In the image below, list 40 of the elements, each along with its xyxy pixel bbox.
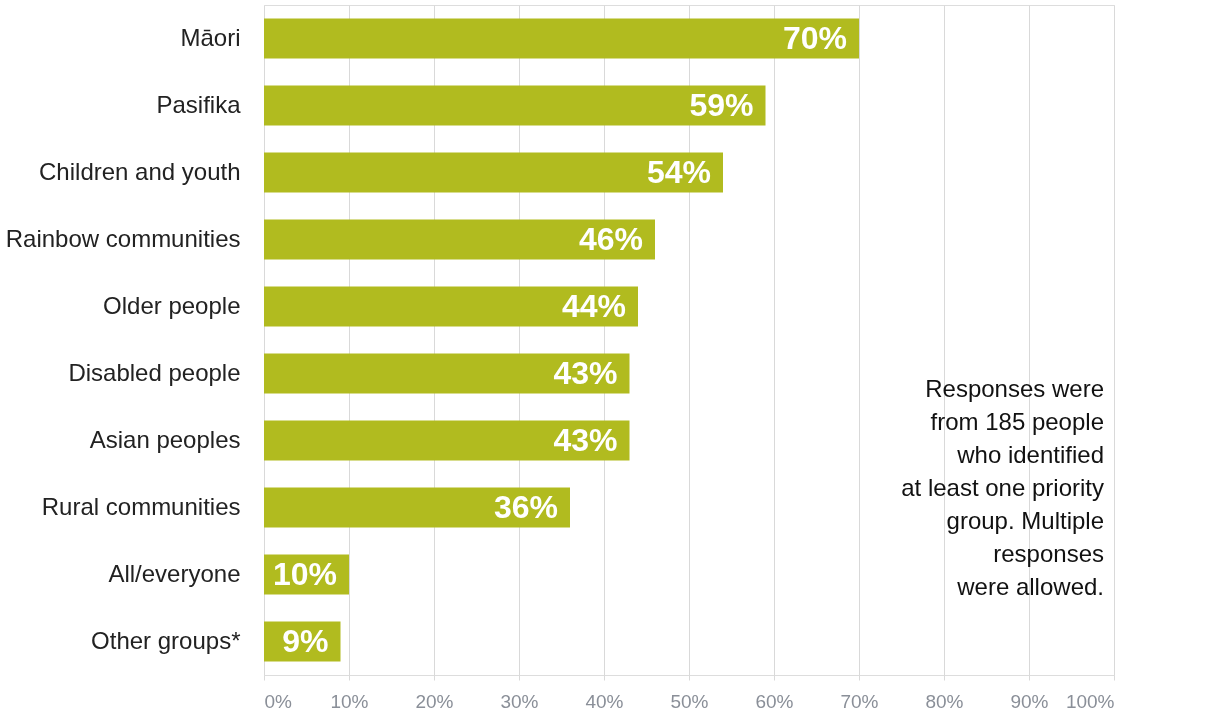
x-tick-label: 40% [585,690,624,712]
x-tick-label: 0% [264,690,293,712]
data-label: 10% [272,555,337,592]
data-label: 46% [578,220,643,257]
y-tick-label: Children and youth [39,157,241,185]
bar [264,420,630,461]
data-label: 9% [282,622,329,659]
y-tick-label: Disabled people [68,358,241,386]
x-tick-label: 100% [1065,690,1115,712]
data-label: 70% [782,19,847,56]
bar [264,353,630,394]
x-tick-label: 20% [415,690,454,712]
x-tick-label: 30% [500,690,539,712]
bar [264,18,859,59]
x-tick-label: 70% [840,690,879,712]
bar [264,219,655,260]
y-tick-label: Older people [103,291,241,319]
y-tick-label: Asian peoples [89,425,241,453]
data-label: 43% [553,354,618,391]
data-label: 43% [553,421,618,458]
data-label: 44% [561,287,626,324]
data-label: 54% [646,153,711,190]
y-tick-label: Māori [180,23,241,51]
y-tick-label: All/everyone [108,559,241,587]
bar [264,152,723,193]
bar [264,487,570,528]
y-tick-label: Pasifika [156,90,242,118]
bar [264,286,638,327]
x-tick-label: 60% [755,690,794,712]
annotation: Responses were from 185 people who identified at least one priority group. Multiple responses were allowed. [901,375,1104,600]
bar [264,85,766,126]
data-label: 59% [689,86,754,123]
data-label: 36% [493,488,558,525]
x-tick-label: 10% [330,690,369,712]
x-tick-label: 90% [1010,690,1049,712]
x-tick-label: 80% [925,690,964,712]
y-tick-label: Other groups* [91,626,241,654]
x-tick-label: 50% [670,690,709,712]
y-tick-label: Rural communities [41,492,241,520]
y-tick-label: Rainbow communities [5,224,241,252]
